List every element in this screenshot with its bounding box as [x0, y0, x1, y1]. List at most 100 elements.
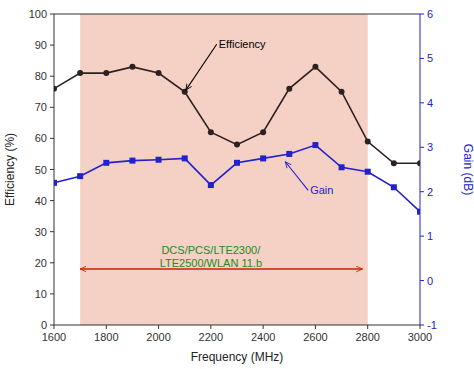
x-tick-label: 2000 — [146, 331, 170, 343]
series-point — [156, 70, 162, 76]
y-tick-label: 70 — [35, 101, 47, 113]
series-point — [365, 139, 371, 145]
y2-tick-label: 2 — [427, 186, 433, 198]
x-axis-line — [54, 325, 420, 326]
x-tick — [263, 325, 264, 329]
series-point — [417, 160, 420, 166]
x-tick — [367, 325, 368, 329]
series-point — [77, 70, 83, 76]
series-line — [54, 67, 420, 163]
y2-tick-label: 6 — [427, 8, 433, 20]
y2-tick — [420, 280, 424, 281]
series-point — [312, 64, 318, 70]
y-tick — [50, 107, 54, 108]
y-tick-label: 20 — [35, 257, 47, 269]
y-axis-label: Efficiency (%) — [3, 133, 17, 206]
series-point — [339, 89, 345, 95]
x-tick-label: 3000 — [408, 331, 432, 343]
series-point — [234, 160, 240, 166]
series-line — [54, 145, 420, 212]
series-point — [312, 142, 318, 148]
x-tick-label: 2400 — [251, 331, 275, 343]
y2-axis-line — [420, 14, 421, 325]
y2-tick — [420, 191, 424, 192]
y-tick — [50, 293, 54, 294]
y-tick-label: 60 — [35, 132, 47, 144]
series-point — [156, 157, 162, 163]
series-point — [182, 155, 188, 161]
y-tick-label: 50 — [35, 164, 47, 176]
series-point — [54, 180, 57, 186]
annotation-text: Gain — [310, 184, 333, 196]
series-point — [286, 151, 292, 157]
x-axis-label: Frequency (MHz) — [191, 350, 284, 364]
annotation-text: Efficiency — [219, 38, 266, 50]
y-tick — [50, 169, 54, 170]
series-point — [339, 164, 345, 170]
y2-tick — [420, 14, 424, 15]
x-tick-label: 2600 — [303, 331, 327, 343]
series-group — [54, 64, 420, 215]
y2-tick — [420, 236, 424, 237]
y-tick — [50, 45, 54, 46]
x-tick-label: 2200 — [199, 331, 223, 343]
series-point — [103, 70, 109, 76]
series-point — [417, 209, 420, 215]
x-tick — [106, 325, 107, 329]
y2-tick — [420, 102, 424, 103]
y2-tick-label: 5 — [427, 52, 433, 64]
annotation-text: DCS/PCS/LTE2300/LTE2500/WLAN 11.b — [160, 244, 262, 269]
y2-tick-label: 0 — [427, 275, 433, 287]
chart: 1600180020002200240026002800300001020304… — [0, 0, 474, 369]
series-point — [286, 86, 292, 92]
x-tick-label: 1800 — [94, 331, 118, 343]
series-point — [365, 169, 371, 175]
x-tick-label: 2800 — [355, 331, 379, 343]
y2-tick — [420, 147, 424, 148]
x-tick — [54, 325, 55, 329]
band — [80, 14, 368, 325]
series-point — [77, 173, 83, 179]
top-frame-line — [54, 14, 420, 15]
y-tick — [50, 138, 54, 139]
x-tick — [315, 325, 316, 329]
x-tick-label: 1600 — [42, 331, 66, 343]
series-point — [129, 158, 135, 164]
y2-tick-label: 4 — [427, 97, 433, 109]
y2-tick-label: 3 — [427, 141, 433, 153]
y-tick-label: 90 — [35, 39, 47, 51]
y-tick — [50, 231, 54, 232]
series-point — [234, 142, 240, 148]
series-point — [260, 155, 266, 161]
y-tick — [50, 200, 54, 201]
series-point — [182, 89, 188, 95]
y2-tick — [420, 58, 424, 59]
y-tick — [50, 14, 54, 15]
y-tick-label: 100 — [29, 8, 47, 20]
x-tick — [420, 325, 421, 329]
series-point — [208, 129, 214, 135]
annotation-arrow — [285, 162, 308, 191]
series-point — [391, 160, 397, 166]
x-tick — [158, 325, 159, 329]
y2-axis-label: Gain (dB) — [461, 144, 474, 195]
series-point — [103, 160, 109, 166]
series-point — [391, 184, 397, 190]
y-tick-label: 0 — [41, 319, 47, 331]
series-point — [129, 64, 135, 70]
y2-tick — [420, 325, 424, 326]
annotation-line: DCS/PCS/LTE2300/ — [161, 244, 261, 256]
y-tick — [50, 76, 54, 77]
y-tick-label: 40 — [35, 195, 47, 207]
x-tick — [210, 325, 211, 329]
series-point — [208, 182, 214, 188]
y-tick-label: 80 — [35, 70, 47, 82]
y-tick — [50, 262, 54, 263]
y-tick-label: 30 — [35, 226, 47, 238]
series-point — [54, 86, 57, 92]
annotation-arrow — [186, 44, 217, 90]
series-point — [260, 129, 266, 135]
y2-tick-label: 1 — [427, 230, 433, 242]
y2-tick-label: -1 — [427, 319, 437, 331]
annotation-line: LTE2500/WLAN 11.b — [160, 257, 262, 269]
